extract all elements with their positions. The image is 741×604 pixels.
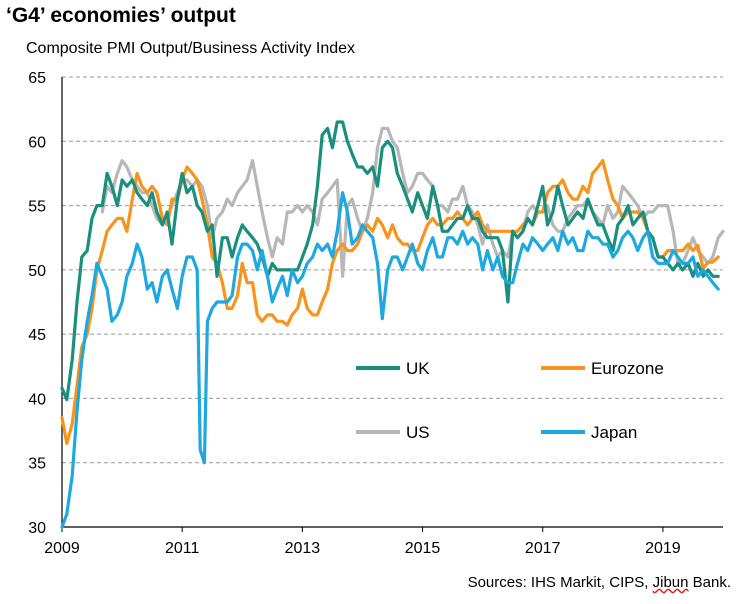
x-tick-label: 2009	[44, 540, 80, 557]
y-tick-label: 60	[28, 134, 46, 151]
y-tick-label: 45	[28, 327, 46, 344]
x-tick-label: 2017	[525, 540, 561, 557]
series-line-eurozone	[60, 159, 720, 445]
legend: UK Eurozone US Japan	[356, 359, 664, 442]
legend-label-japan: Japan	[591, 423, 637, 442]
x-tick-label: 2013	[285, 540, 321, 557]
x-tick-label: 2011	[165, 540, 200, 557]
y-tick-label: 65	[28, 70, 46, 87]
series-line-us	[100, 126, 725, 278]
series-line-uk	[60, 120, 720, 402]
y-tick-label: 40	[28, 391, 46, 408]
source-prefix: Sources: IHS Markit, CIPS,	[467, 574, 653, 591]
y-tick-label: 35	[28, 456, 46, 473]
y-tick-label: 30	[28, 520, 46, 537]
x-tick-label: 2019	[645, 540, 681, 557]
grid-lines	[62, 76, 723, 464]
chart-title: ‘G4’ economies’ output	[6, 4, 236, 27]
axes: 30 35 40 45 50 55 60 65 2009 2011 2013 2015 2017 2019	[28, 70, 723, 557]
chart-subtitle: Composite PMI Output/Business Activity I…	[26, 40, 356, 57]
legend-label-us: US	[406, 423, 430, 442]
legend-label-uk: UK	[406, 359, 430, 378]
x-tick-label: 2015	[405, 540, 441, 557]
source-suffix: Bank.	[688, 574, 731, 591]
source-note: Sources: IHS Markit, CIPS, Jibun Bank.	[468, 574, 731, 591]
series-lines	[60, 120, 725, 529]
y-tick-label: 50	[28, 263, 46, 280]
series-line-japan	[60, 191, 720, 529]
source-squiggle-word: Jibun	[652, 574, 689, 591]
y-tick-label: 55	[28, 199, 46, 216]
legend-label-eurozone: Eurozone	[591, 359, 664, 378]
